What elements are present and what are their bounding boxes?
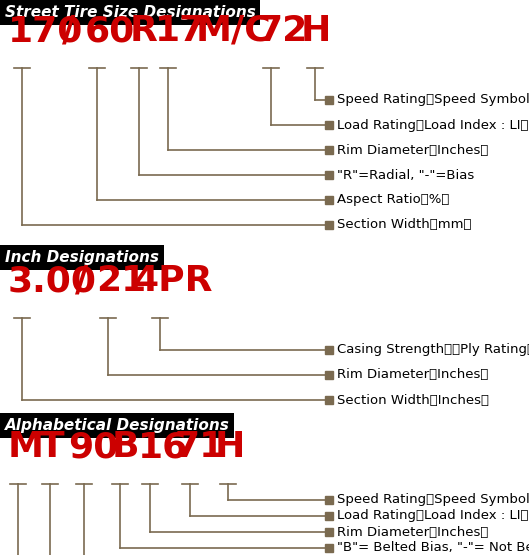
Text: Load Rating（Load Index : LI）: Load Rating（Load Index : LI） [337,509,528,522]
Text: 21: 21 [96,264,146,298]
Text: Inch Designations: Inch Designations [5,250,159,265]
Text: "R"=Radial, "-"=Bias: "R"=Radial, "-"=Bias [337,169,475,181]
Text: Section Width（Inches）: Section Width（Inches） [337,393,489,406]
Text: Speed Rating（Speed Symbol : SS）: Speed Rating（Speed Symbol : SS） [337,93,529,107]
Bar [325,346,333,354]
Text: /: / [75,264,88,298]
Bar [325,221,333,229]
Text: /: / [62,14,75,48]
Text: M/C: M/C [196,14,271,48]
Text: Alphabetical Designations: Alphabetical Designations [5,418,230,433]
Bar [325,196,333,204]
Text: 16: 16 [138,430,188,464]
Text: Speed Rating（Speed Symbol : SS）: Speed Rating（Speed Symbol : SS） [337,493,529,507]
Text: "B"= Belted Bias, "-"= Not Belted Bias: "B"= Belted Bias, "-"= Not Belted Bias [337,542,529,554]
Text: H: H [215,430,245,464]
Text: Rim Diameter（Inches）: Rim Diameter（Inches） [337,369,488,381]
Bar [325,496,333,504]
Bar [325,146,333,154]
Text: 17: 17 [155,14,205,48]
Text: Street Tire Size Designations: Street Tire Size Designations [5,5,256,20]
Bar [325,512,333,520]
Text: Rim Diameter（Inches）: Rim Diameter（Inches） [337,144,488,157]
Text: 60: 60 [85,14,135,48]
Text: 4PR: 4PR [133,264,213,298]
Bar [325,371,333,379]
Text: M: M [8,430,44,464]
Bar [325,396,333,404]
Text: T: T [40,430,65,464]
Text: Casing Strength　（Ply Rating）: Casing Strength （Ply Rating） [337,344,529,356]
Bar [325,544,333,552]
Text: Aspect Ratio（%）: Aspect Ratio（%） [337,194,449,206]
Text: Rim Diameter（Inches）: Rim Diameter（Inches） [337,526,488,538]
Bar [325,96,333,104]
Bar [325,528,333,536]
Text: Section Width（mm）: Section Width（mm） [337,219,471,231]
Text: 72: 72 [258,14,308,48]
Bar [325,121,333,129]
Text: Load Rating（Load Index : LI）: Load Rating（Load Index : LI） [337,119,528,132]
Text: 3.00: 3.00 [8,264,97,298]
Text: H: H [301,14,331,48]
Text: B: B [112,430,140,464]
Bar [325,171,333,179]
Text: 170: 170 [8,14,84,48]
Text: R: R [130,14,158,48]
Text: 90: 90 [68,430,118,464]
Text: 71: 71 [175,430,225,464]
